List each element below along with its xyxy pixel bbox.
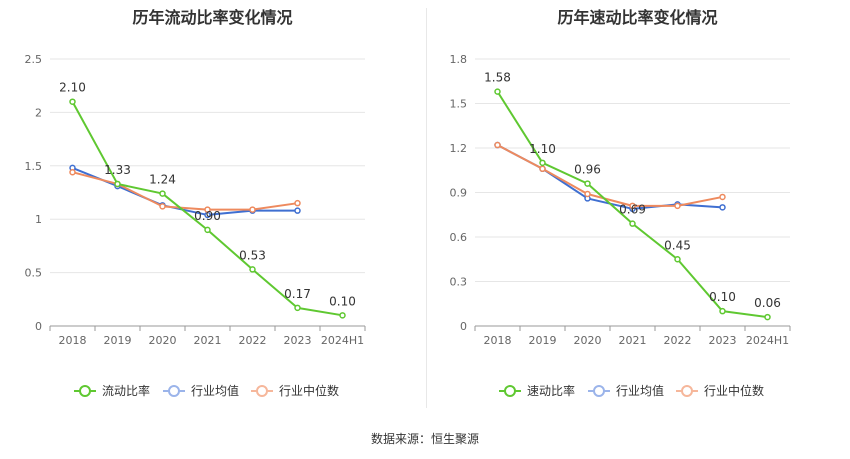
data-point [629, 220, 636, 227]
legend-item: 行业中位数 [251, 383, 339, 398]
legend-label: 行业中位数 [704, 383, 764, 398]
legend-item: 流动比率 [74, 383, 150, 398]
x-tick-label: 2019 [529, 334, 557, 347]
legend-item: 行业均值 [163, 383, 239, 398]
y-tick-label: 0 [35, 320, 42, 333]
legend-label: 行业均值 [616, 383, 664, 398]
data-source-note: 数据来源：恒生聚源 [370, 432, 479, 446]
legend-item: 行业中位数 [676, 383, 764, 398]
x-tick-label: 2023 [284, 334, 312, 347]
y-tick-label: 0.3 [450, 276, 468, 289]
legend-swatch-marker [681, 385, 693, 397]
data-point [764, 313, 771, 321]
x-tick-label: 2023 [709, 334, 737, 347]
legend-label: 行业均值 [191, 383, 239, 398]
legend-swatch-marker [168, 385, 180, 397]
legend-swatch-marker [504, 385, 516, 397]
data-label: 0.96 [574, 163, 601, 177]
data-point [719, 204, 726, 211]
legend-item: 行业均值 [588, 383, 664, 398]
x-tick-label: 2024H1 [746, 334, 789, 347]
current-ratio-plot: 0 0.5 1 1.5 2 2.5 2018 2019 2020 2021 2022 2023 2024… [25, 53, 366, 398]
data-point [584, 190, 591, 198]
y-tick-label: 0.5 [25, 267, 43, 280]
data-label: 0.06 [754, 296, 781, 310]
data-label: 0.69 [619, 203, 646, 217]
data-point [584, 180, 591, 187]
data-point [539, 159, 546, 167]
data-point [674, 202, 681, 210]
quick-ratio-plot: 0 0.3 0.6 0.9 1.2 1.5 1.8 2018 2019 2020 2021 2022 2… [450, 53, 791, 398]
data-label: 0.45 [664, 238, 691, 252]
data-label: 1.33 [104, 163, 131, 177]
legend-label: 速动比率 [527, 383, 575, 398]
y-tick-label: 0.6 [450, 231, 468, 244]
data-point [159, 190, 166, 197]
data-point [629, 202, 636, 210]
series-line-2 [497, 144, 723, 207]
data-point [204, 206, 211, 213]
data-point [114, 180, 121, 188]
data-label: 2.10 [59, 81, 86, 95]
legend-item: 速动比率 [499, 383, 575, 398]
data-point [294, 304, 301, 312]
y-tick-label: 1.5 [25, 160, 43, 173]
legend-swatch-marker [79, 385, 91, 397]
x-tick-label: 2020 [574, 334, 602, 347]
chart-title: 历年流动比率变化情况 [132, 8, 293, 27]
chart-title: 历年速动比率变化情况 [557, 8, 718, 27]
y-tick-label: 2 [35, 106, 42, 119]
data-label: 1.24 [149, 173, 176, 187]
x-tick-label: 2018 [484, 334, 512, 347]
x-tick-label: 2022 [239, 334, 267, 347]
data-point [204, 226, 211, 234]
y-tick-label: 0.9 [450, 187, 468, 200]
legend-label: 流动比率 [102, 383, 150, 398]
x-tick-label: 2021 [619, 334, 647, 347]
y-tick-label: 2.5 [25, 53, 43, 66]
data-point [494, 88, 501, 95]
x-tick-label: 2024H1 [321, 334, 364, 347]
data-point [674, 256, 681, 263]
quick-ratio-chart: 历年速动比率变化情况 0 0.3 0.6 0.9 1.2 1.5 1.8 2018 2019 20… [425, 0, 850, 420]
y-tick-label: 1 [35, 213, 42, 226]
data-point [294, 207, 301, 214]
data-label: 1.58 [484, 71, 511, 85]
data-point [69, 98, 76, 105]
x-tick-label: 2019 [104, 334, 132, 347]
y-tick-label: 1.5 [450, 98, 468, 111]
data-point [494, 141, 501, 149]
data-label: 0.10 [709, 290, 736, 304]
data-label: 0.53 [239, 248, 266, 262]
series-line-1 [72, 167, 298, 216]
data-point [249, 266, 256, 273]
legend-swatch-marker [593, 385, 605, 397]
current-ratio-chart: 历年流动比率变化情况 0 0.5 1 1.5 2 2.5 2018 2019 2020 2021 2… [0, 0, 425, 420]
x-tick-label: 2018 [59, 334, 87, 347]
data-point [719, 193, 726, 201]
y-tick-label: 1.2 [450, 142, 468, 155]
legend-label: 行业中位数 [279, 383, 339, 398]
data-point [69, 168, 76, 176]
data-point [339, 312, 346, 319]
x-tick-label: 2022 [664, 334, 692, 347]
x-tick-label: 2020 [149, 334, 177, 347]
data-label: 1.10 [529, 142, 556, 156]
x-tick-label: 2021 [194, 334, 222, 347]
series-line-2 [72, 171, 298, 211]
data-point [159, 203, 166, 210]
data-point [539, 165, 546, 173]
data-point [249, 206, 256, 213]
legend-swatch-marker [256, 385, 268, 397]
data-label: 0.17 [284, 287, 311, 301]
data-point [294, 199, 301, 207]
data-label: 0.90 [194, 209, 221, 223]
y-tick-label: 0 [460, 320, 467, 333]
data-point [719, 307, 726, 315]
panel-divider [426, 8, 427, 408]
data-label: 0.10 [329, 294, 356, 308]
y-tick-label: 1.8 [450, 53, 468, 66]
